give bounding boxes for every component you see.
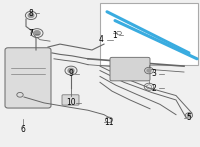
Text: 8: 8 <box>29 9 33 18</box>
Text: 5: 5 <box>187 113 191 122</box>
FancyBboxPatch shape <box>110 57 150 81</box>
FancyBboxPatch shape <box>62 95 79 105</box>
Circle shape <box>34 31 40 35</box>
Text: 7: 7 <box>29 29 33 38</box>
Circle shape <box>68 68 74 73</box>
Text: 11: 11 <box>104 117 114 127</box>
Circle shape <box>147 69 151 72</box>
Circle shape <box>187 114 191 117</box>
Text: 1: 1 <box>113 31 117 40</box>
Bar <box>100 3 198 65</box>
Text: 10: 10 <box>66 98 76 107</box>
Text: 9: 9 <box>69 69 73 78</box>
Text: 4: 4 <box>99 35 103 44</box>
Circle shape <box>28 13 34 17</box>
Text: 2: 2 <box>152 84 156 93</box>
Text: 6: 6 <box>21 125 25 134</box>
Text: 3: 3 <box>152 69 156 78</box>
FancyBboxPatch shape <box>5 48 51 108</box>
